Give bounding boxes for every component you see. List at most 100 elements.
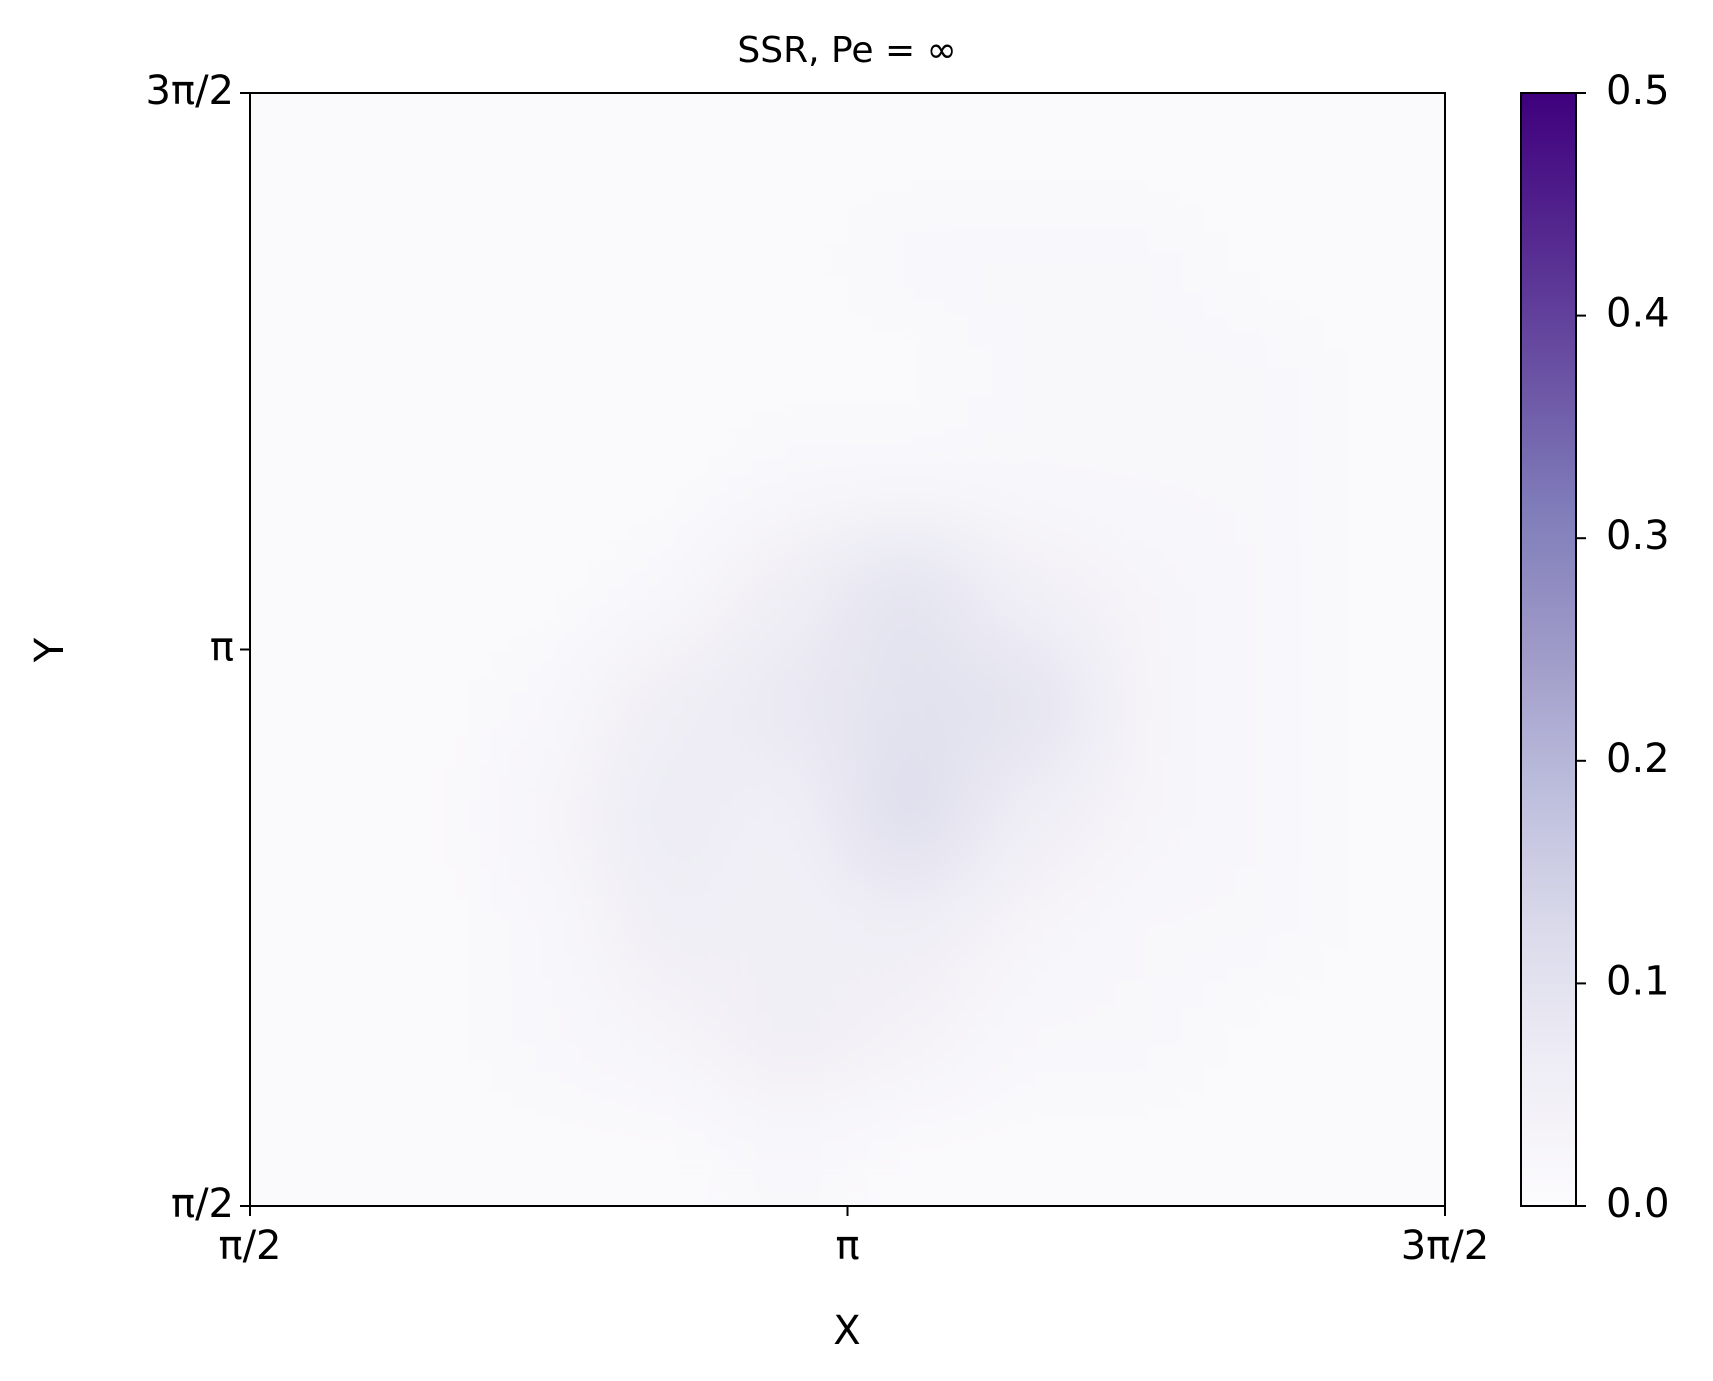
heatmap-cell <box>1325 1094 1445 1206</box>
heatmap-cell <box>369 649 490 762</box>
heatmap-cell <box>608 1094 729 1206</box>
y-tick-label: 3π/2 <box>146 68 234 114</box>
heatmap-cell <box>1325 649 1445 762</box>
heatmap-cell <box>1086 538 1207 651</box>
heatmap-cell <box>250 983 371 1096</box>
colorbar-tick-label: 0.0 <box>1606 1181 1670 1227</box>
heatmap-cell <box>1086 872 1207 985</box>
heatmap-cell <box>489 315 610 428</box>
heatmap-cell <box>1086 93 1207 206</box>
heatmap-cell <box>489 872 610 985</box>
heatmap-cell <box>250 538 371 651</box>
heatmap-cell <box>1325 315 1445 428</box>
heatmap-cell <box>1206 983 1327 1096</box>
x-axis-label: X <box>833 1308 860 1354</box>
heatmap-cell <box>369 983 490 1096</box>
colorbar-tick-label: 0.4 <box>1606 291 1670 337</box>
heatmap-cell <box>250 1094 371 1206</box>
heatmap-cell <box>967 315 1088 428</box>
heatmap-cell <box>1206 315 1327 428</box>
heatmap-cell <box>1325 872 1445 985</box>
heatmap-cell <box>608 426 729 540</box>
heatmap-cell <box>1325 93 1445 206</box>
heatmap-cell <box>489 426 610 540</box>
heatmap-cell <box>608 983 729 1096</box>
chart-title: SSR, Pe = ∞ <box>737 30 956 71</box>
heatmap-cell <box>967 93 1088 206</box>
heatmap-cell <box>250 426 371 540</box>
heatmap-cell <box>847 1094 968 1206</box>
heatmap-cell <box>967 872 1088 985</box>
heatmap-cell <box>369 538 490 651</box>
x-tick-label: 3π/2 <box>1401 1223 1489 1269</box>
heatmap-cell <box>489 1094 610 1206</box>
heatmap-cell <box>1325 983 1445 1096</box>
heatmap-cell <box>1206 93 1327 206</box>
colorbar <box>1520 92 1577 1207</box>
heatmap-cell <box>847 760 968 874</box>
heatmap-cell <box>728 315 849 428</box>
colorbar-tick-label: 0.3 <box>1606 513 1670 559</box>
heatmap-cell <box>1325 204 1445 317</box>
heatmap-cell <box>967 649 1088 762</box>
heatmap-cell <box>728 872 849 985</box>
colorbar-tick-label: 0.1 <box>1606 958 1670 1004</box>
heatmap-cell <box>1086 315 1207 428</box>
heatmap-cell <box>967 538 1088 651</box>
colorbar-tick-label: 0.2 <box>1606 736 1670 782</box>
heatmap-cell <box>1206 426 1327 540</box>
y-tick-label: π/2 <box>171 1181 234 1227</box>
heatmap-cell <box>1086 204 1207 317</box>
heatmap-cell <box>608 649 729 762</box>
heatmap-cell <box>847 649 968 762</box>
heatmap-cell <box>1206 538 1327 651</box>
heatmap-cell <box>728 204 849 317</box>
heatmap-cell <box>728 426 849 540</box>
y-tick-label: π <box>210 625 234 671</box>
heatmap-cell <box>608 872 729 985</box>
heatmap-cell <box>608 315 729 428</box>
heatmap-cell <box>489 204 610 317</box>
heatmap-cell <box>608 760 729 874</box>
heatmap-cell <box>847 426 968 540</box>
heatmap-cell <box>489 983 610 1096</box>
y-axis-label: Y <box>27 637 73 663</box>
heatmap-cell <box>1206 760 1327 874</box>
heatmap-cell <box>1086 649 1207 762</box>
heatmap-cell <box>250 760 371 874</box>
heatmap-cell <box>608 538 729 651</box>
heatmap-cell <box>728 649 849 762</box>
heatmap-cell <box>1086 426 1207 540</box>
heatmap-cell <box>967 426 1088 540</box>
heatmap-cell <box>369 426 490 540</box>
heatmap-cell <box>1086 983 1207 1096</box>
heatmap-cell <box>250 315 371 428</box>
heatmap-cell <box>1206 1094 1327 1206</box>
heatmap-cell <box>369 93 490 206</box>
heatmap-cell <box>369 872 490 985</box>
heatmap-cell <box>489 760 610 874</box>
heatmap-cell <box>847 538 968 651</box>
heatmap-cell <box>847 872 968 985</box>
heatmap-cell <box>728 93 849 206</box>
heatmap-cell <box>489 649 610 762</box>
heatmap-cell <box>847 204 968 317</box>
heatmap-cell <box>728 538 849 651</box>
heatmap-cell <box>967 760 1088 874</box>
heatmap-cell <box>728 983 849 1096</box>
heatmap-cell <box>1086 760 1207 874</box>
colorbar-tick-label: 0.5 <box>1606 68 1670 114</box>
heatmap-cell <box>250 872 371 985</box>
heatmap-field <box>250 93 1445 1206</box>
heatmap-cell <box>1206 872 1327 985</box>
x-tick-label: π <box>835 1223 859 1269</box>
heatmap-cell <box>967 983 1088 1096</box>
heatmap-cell <box>608 93 729 206</box>
heatmap-cell <box>847 93 968 206</box>
heatmap-cell <box>250 93 371 206</box>
x-tick-label: π/2 <box>218 1223 281 1269</box>
heatmap-cell <box>250 649 371 762</box>
heatmap-cell <box>1325 426 1445 540</box>
heatmap <box>250 93 1445 1206</box>
